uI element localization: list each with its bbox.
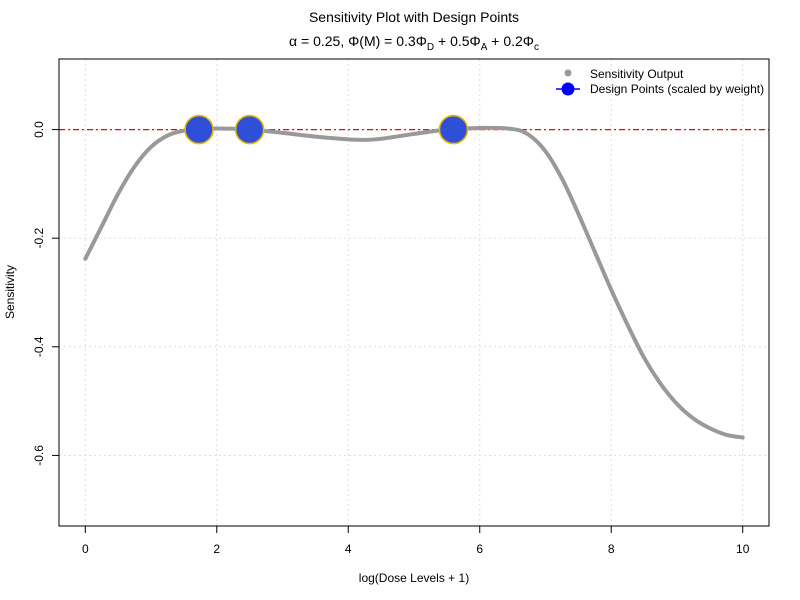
- legend-label-design: Design Points (scaled by weight): [590, 82, 764, 96]
- chart-subtitle: α = 0.25, Φ(M) = 0.3ΦD + 0.5ΦA + 0.2Φc: [289, 33, 539, 53]
- design-point-1: [234, 114, 265, 145]
- y-tick-label-1: -0.2: [32, 228, 46, 249]
- y-axis: 0.0 -0.2 -0.4 -0.6: [32, 121, 60, 466]
- subtitle-sub-c: c: [534, 42, 539, 53]
- x-tick-label-2: 4: [345, 542, 352, 556]
- x-tick-label-5: 10: [736, 542, 750, 556]
- subtitle-sub-d: D: [427, 42, 434, 53]
- legend-label-sensitivity: Sensitivity Output: [590, 67, 684, 81]
- x-tick-label-0: 0: [82, 542, 89, 556]
- design-point-2: [438, 114, 469, 145]
- x-tick-label-4: 8: [608, 542, 615, 556]
- subtitle-plus-a: + 0.5Φ: [434, 33, 481, 49]
- subtitle-eq-d: = 0.3Φ: [380, 33, 427, 49]
- subtitle-phi-open: Φ(: [348, 33, 364, 49]
- design-points: [184, 114, 469, 145]
- x-axis-label: log(Dose Levels + 1): [359, 571, 469, 585]
- subtitle-alpha: α = 0.25,: [289, 33, 348, 49]
- chart-title: Sensitivity Plot with Design Points: [309, 9, 519, 25]
- x-tick-label-3: 6: [476, 542, 483, 556]
- design-point-0: [184, 114, 214, 145]
- x-tick-label-1: 2: [213, 542, 220, 556]
- sensitivity-output-line: [83, 125, 745, 440]
- subtitle-sub-a: A: [481, 42, 488, 53]
- legend-swatch-sensitivity: [564, 69, 572, 77]
- subtitle-phi-close: ): [376, 33, 381, 49]
- y-tick-label-2: -0.4: [32, 336, 46, 357]
- subtitle-plus-c: + 0.2Φ: [487, 33, 534, 49]
- legend: Sensitivity Output Design Points (scaled…: [556, 67, 764, 96]
- y-tick-label-3: -0.6: [32, 445, 46, 466]
- legend-swatch-design: [561, 82, 575, 96]
- x-axis: 0 2 4 6 8 10: [82, 525, 750, 556]
- y-tick-label-0: 0.0: [32, 121, 46, 138]
- subtitle-phi-m: M: [364, 33, 376, 49]
- y-axis-label: Sensitivity: [3, 265, 17, 319]
